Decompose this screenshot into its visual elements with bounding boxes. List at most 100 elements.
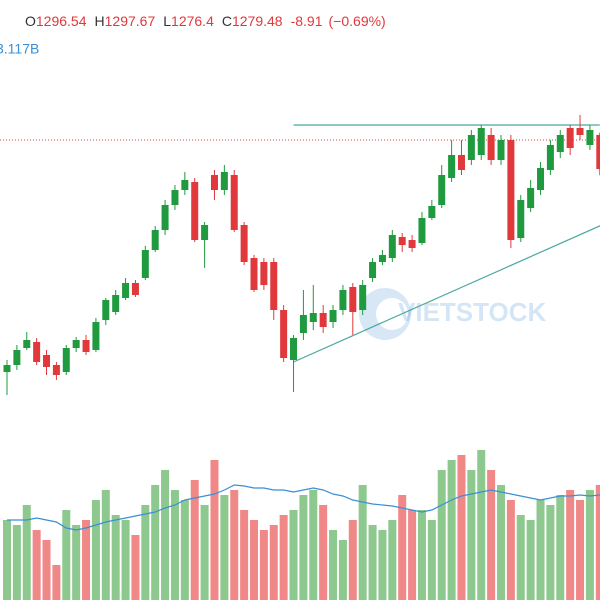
candle-body — [359, 285, 367, 310]
volume-bar — [309, 490, 318, 600]
volume-bar — [447, 460, 456, 600]
volume-bar — [269, 525, 278, 600]
volume-bar — [210, 460, 219, 600]
volume-bar — [170, 490, 179, 600]
candle-body — [566, 128, 574, 148]
candle-body — [299, 315, 307, 333]
volume-bar — [299, 495, 308, 600]
candle-body — [161, 205, 169, 230]
volume-bar — [289, 510, 298, 600]
candle-body — [339, 290, 347, 310]
candle-body — [477, 128, 485, 155]
candle-body — [3, 365, 11, 372]
candle-body — [13, 350, 21, 365]
candle-body — [230, 175, 238, 230]
candle-body — [309, 313, 317, 322]
volume-bar — [437, 470, 446, 600]
candle-body — [448, 155, 456, 178]
volume-bar — [457, 455, 466, 600]
volume-bar — [101, 490, 110, 600]
volume-bar — [516, 515, 525, 600]
candle-body — [556, 135, 564, 152]
candle-body — [596, 134, 600, 170]
candle-body — [171, 190, 179, 205]
volume-bar — [91, 500, 100, 600]
volume-bar — [368, 525, 377, 600]
volume-bar — [408, 510, 417, 600]
candle-body — [151, 230, 159, 250]
ohlc-value: 1296.54 — [36, 13, 87, 29]
candle-body — [329, 310, 337, 322]
volume-bar — [546, 505, 555, 600]
volume-bar — [417, 510, 426, 600]
candle-body — [23, 340, 31, 348]
volume-bar — [329, 530, 338, 600]
candle-body — [82, 340, 90, 352]
candle-body — [457, 155, 465, 170]
volume-bar — [497, 485, 505, 600]
volume-bar — [595, 485, 600, 600]
volume-bar — [319, 505, 328, 600]
watermark: VIETSTOCK — [398, 297, 547, 327]
volume-bar — [82, 520, 91, 600]
candle-body — [201, 225, 209, 240]
volume-bar — [536, 500, 545, 600]
volume-bar — [3, 520, 11, 600]
candle-body — [546, 145, 554, 170]
candle-body — [290, 338, 298, 360]
volume-bar — [506, 500, 515, 600]
change: -8.91 — [291, 13, 323, 29]
volume-bar — [279, 515, 288, 600]
change-percent: (−0.69%) — [329, 13, 386, 29]
volume-bar — [22, 505, 31, 600]
candle-body — [270, 262, 278, 310]
candle-body — [52, 365, 60, 375]
candle-body — [398, 237, 406, 245]
volume-bar — [230, 490, 239, 600]
ohlc-value: 1276.4 — [171, 13, 214, 29]
volume-bar — [141, 505, 150, 600]
volume-bar — [12, 525, 21, 600]
candle-body — [240, 225, 248, 262]
candle-body — [33, 342, 41, 362]
candle-body — [428, 206, 436, 218]
volume-bar — [556, 495, 565, 600]
volume-bar — [477, 450, 486, 600]
trendline — [293, 225, 600, 363]
volume-bar — [200, 505, 209, 600]
ohlc-legend: O1296.54 H1297.67 L1276.4 C1279.48 -8.91 (−0.… — [25, 13, 386, 29]
candle-body — [141, 250, 149, 278]
candle-body — [586, 130, 594, 145]
candle-body — [369, 262, 377, 278]
volume-bar — [259, 530, 268, 600]
ohlc-value: 1279.48 — [232, 13, 283, 29]
volume-bar — [32, 530, 41, 600]
candle-body — [349, 287, 357, 312]
legend-header: O1296.54 H1297.67 L1276.4 C1279.48 -8.91 (−0.… — [25, 13, 386, 29]
candle-body — [319, 313, 327, 327]
volume-bar — [566, 490, 575, 600]
volume-bar — [487, 470, 496, 600]
candle-body — [112, 295, 120, 312]
candle-body — [537, 168, 545, 190]
volume-bar — [42, 540, 51, 600]
candle-body — [43, 355, 51, 367]
candle-body — [220, 172, 228, 190]
volume-bar — [378, 530, 387, 600]
volume-bar — [180, 500, 189, 600]
candle-body — [517, 200, 525, 238]
volume-ma-line — [7, 484, 600, 531]
candle-body — [250, 258, 258, 290]
candle-body — [131, 283, 139, 295]
ohlc-key: L — [163, 13, 171, 29]
candle-body — [467, 135, 475, 160]
candle-body — [181, 180, 189, 190]
candle-body — [62, 348, 70, 372]
volume-bar — [398, 495, 407, 600]
volume-legend: 3.117B — [0, 41, 39, 57]
volume-bar — [62, 510, 71, 600]
candle-body — [527, 188, 535, 208]
candle-body — [507, 140, 515, 240]
candle-body — [576, 128, 584, 135]
